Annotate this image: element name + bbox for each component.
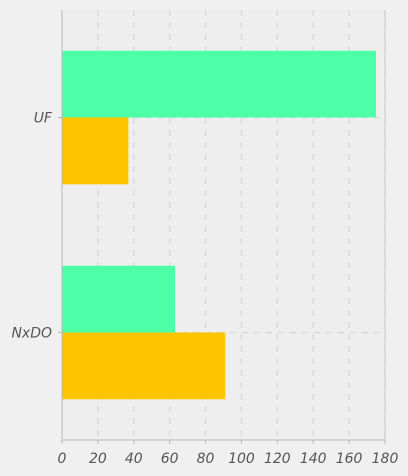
x-tick-label: 20 — [89, 451, 107, 467]
bar — [62, 332, 226, 400]
y-tick-label: NxDO — [11, 326, 52, 342]
x-tick-label: 80 — [197, 451, 215, 467]
bar — [62, 50, 377, 118]
x-tick-label: 160 — [336, 451, 363, 467]
x-tick-label: 120 — [264, 451, 291, 467]
x-tick-label: 140 — [300, 451, 327, 467]
x-tick-label: 180 — [372, 451, 399, 467]
x-tick-label: 60 — [161, 451, 179, 467]
x-axis-ticks: 0 20 40 60 80 100 120 140 160 180 — [58, 440, 399, 467]
bar — [62, 117, 129, 185]
y-tick-label: UF — [34, 111, 53, 127]
bar — [62, 265, 176, 333]
x-tick-label: 0 — [58, 451, 67, 467]
y-axis-ticks: UF NxDO — [11, 111, 62, 342]
x-tick-label: 40 — [125, 451, 143, 467]
x-tick-label: 100 — [228, 451, 255, 467]
bars — [62, 50, 377, 400]
